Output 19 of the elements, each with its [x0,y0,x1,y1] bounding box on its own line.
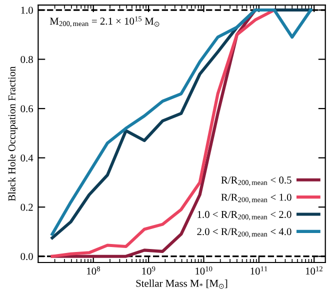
annotation: M$_{200,mean}$ = 2.1 × 10$^{15}$ M$_{⊙}$ [50,16,160,28]
y-axis-title: Black Hole Occupation Fraction [8,66,18,202]
y-tick-label: 0.4 [20,154,34,162]
legend-label: 1.0 < R/R$_{200,mean}$ < 2.0 [198,210,292,220]
x-tick-label: 10$^{9}$ [142,266,156,275]
legend-label: R/R$_{200,mean}$ < 0.5 [221,176,292,186]
x-tick-label: 10$^{10}$ [196,266,212,275]
x-axis-title: Stellar Mass M$_{*}$ [M$_{⊙}$] [136,280,228,289]
y-tick-label: 0.8 [20,56,33,64]
legend-label: R/R$_{200,mean}$ < 1.0 [221,194,292,204]
line-series [50,8,276,258]
y-tick-label: 0.0 [20,253,33,260]
legend-label: 2.0 < R/R$_{200,mean}$ < 4.0 [197,228,292,238]
y-tick-label: 0.2 [20,204,33,211]
x-tick-label: 10$^{11}$ [250,266,268,275]
x-tick-label: 10$^{8}$ [87,266,100,275]
y-tick-label: 0.6 [20,105,34,112]
x-tick-label: 10$^{12}$ [306,266,322,275]
y-tick-label: 1.0 [21,6,33,14]
